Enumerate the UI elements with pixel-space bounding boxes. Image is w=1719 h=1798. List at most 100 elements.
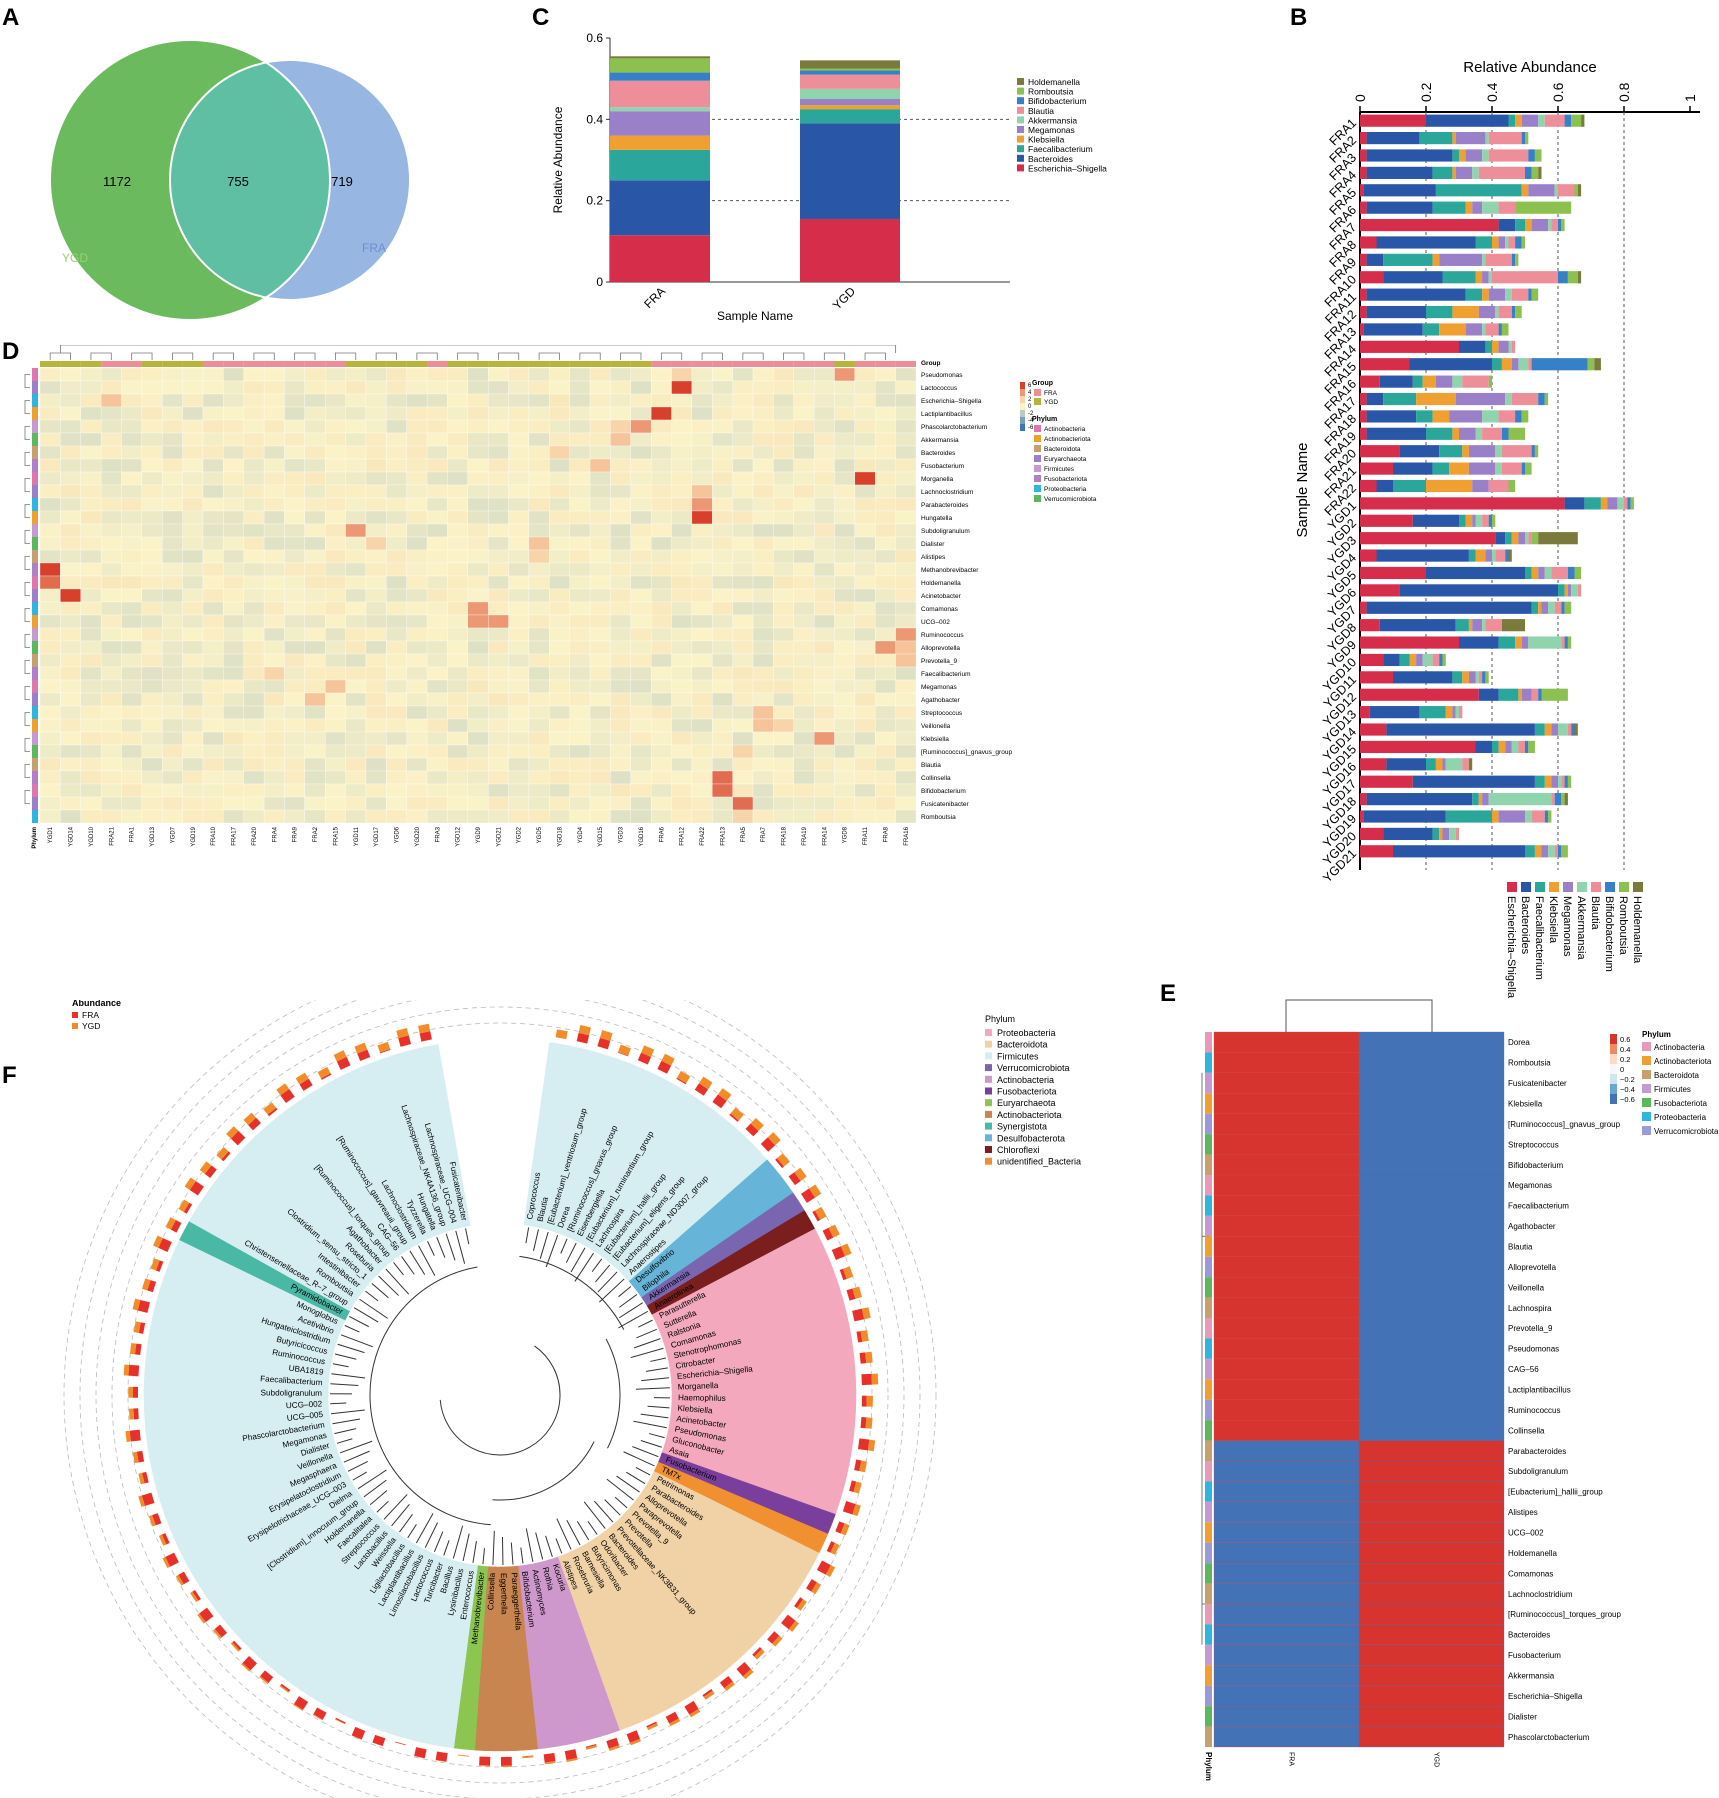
d-heat-cell <box>549 744 570 759</box>
d-heat-cell <box>671 718 693 733</box>
d-heat-cell <box>223 562 244 577</box>
d-heat-cell <box>508 380 530 395</box>
d-row-label: Veillonella <box>921 723 951 730</box>
f-abundance-bar-ygd <box>279 1685 290 1693</box>
d-heat-cell <box>488 445 509 460</box>
b-bar-segment <box>1521 462 1525 475</box>
c-bar-segment <box>610 58 710 73</box>
d-scale-swatch <box>1020 424 1025 431</box>
b-bar-segment <box>1432 253 1440 266</box>
d-heat-cell <box>732 497 754 512</box>
f-abundance-bar-fra <box>719 1675 733 1689</box>
d-heat-cell <box>202 731 224 746</box>
d-heat-cell <box>39 445 61 460</box>
d-heat-cell <box>304 588 326 603</box>
d-group-strip-cell <box>528 361 550 367</box>
d-heat-cell <box>732 718 754 733</box>
b-bar-segment <box>1505 740 1512 754</box>
b-bar-segment <box>1360 218 1499 232</box>
b-bar-segment <box>1498 340 1509 353</box>
f-branch <box>357 1469 387 1490</box>
d-heat-cell <box>752 666 774 681</box>
f-abundance-swatch <box>72 1012 78 1018</box>
d-heat-cell <box>406 367 428 382</box>
e-col-label: FRA <box>1288 1752 1295 1766</box>
d-heat-cell <box>39 627 61 642</box>
d-heat-cell <box>304 809 326 824</box>
d-legend-phylum-swatch <box>1034 485 1041 492</box>
d-heat-cell <box>610 406 631 421</box>
d-legend-group-swatch <box>1034 398 1041 405</box>
d-heat-cell <box>854 796 876 811</box>
d-heat-cell <box>834 510 856 525</box>
b-bar-segment <box>1538 392 1545 406</box>
d-heat-cell <box>345 445 367 460</box>
f-abundance-bar-fra <box>372 1734 386 1747</box>
d-heat-cell <box>100 536 122 551</box>
d-heat-cell <box>630 653 652 668</box>
d-heat-cell <box>304 731 326 746</box>
d-col-label: FRA7 <box>761 826 767 842</box>
b-bar-segment <box>1558 845 1562 858</box>
d-heat-cell <box>406 432 428 447</box>
d-phylum-strip-cell <box>32 706 38 719</box>
d-heat-cell <box>345 601 367 616</box>
b-legend-swatch <box>1563 882 1573 892</box>
f-leaf-label: Faecalibacterium <box>260 1374 323 1387</box>
d-heat-cell <box>651 549 672 564</box>
b-legend-label: Akkermansia <box>1575 896 1587 960</box>
circular-tree-f: CoprococcusBlautia[Eubacterium]_ventrios… <box>63 1000 1081 1798</box>
d-heat-cell <box>549 536 570 551</box>
b-bar-segment <box>1360 636 1459 649</box>
d-heat-cell <box>895 679 917 694</box>
b-bar-segment <box>1360 653 1384 667</box>
d-heat-cell <box>875 666 896 681</box>
b-bar-segment <box>1360 132 1367 145</box>
d-heat-cell <box>691 653 713 668</box>
d-heat-cell <box>141 770 163 785</box>
f-abundance-bar-fra <box>835 1521 845 1534</box>
d-heat-cell <box>182 796 204 811</box>
d-heat-cell <box>712 497 733 512</box>
f-branch <box>359 1298 388 1319</box>
b-bar-segment <box>1435 184 1522 197</box>
d-heat-cell <box>528 666 550 681</box>
d-heat-cell <box>732 692 754 707</box>
d-heat-cell <box>386 744 407 759</box>
e-phylum-strip-cell <box>1205 1644 1212 1666</box>
d-heat-cell <box>630 523 652 538</box>
d-heat-cell <box>834 484 856 499</box>
f-phylum-label: Firmicutes <box>997 1051 1039 1061</box>
d-heat-cell <box>732 666 754 681</box>
e-phylum-strip-cell <box>1205 1583 1212 1604</box>
d-heat-cell <box>182 380 204 395</box>
d-heat-cell <box>162 666 183 681</box>
f-branch <box>445 1233 456 1261</box>
b-bar-segment <box>1462 445 1469 458</box>
e-cell-fra <box>1213 1195 1360 1217</box>
d-heat-cell <box>671 614 693 629</box>
b-bar-segment <box>1538 688 1542 701</box>
d-heat-cell <box>447 640 468 655</box>
d-group-strip-cell <box>854 361 876 367</box>
d-heat-cell <box>406 744 428 759</box>
d-heat-cell <box>752 393 774 408</box>
e-row-label: Escherichia–Shigella <box>1508 1692 1583 1701</box>
d-heat-cell <box>304 419 326 434</box>
venn-count-overlap: 755 <box>227 174 249 189</box>
b-legend-label: Blautia <box>1589 896 1601 931</box>
f-dashed-ring-0 <box>127 1022 873 1768</box>
d-heat-cell <box>447 809 468 824</box>
b-bar-segment <box>1554 601 1562 614</box>
b-bar-segment <box>1360 166 1367 179</box>
f-branch <box>383 1494 408 1520</box>
d-ldend-link <box>24 738 30 752</box>
e-cell-fra <box>1213 1093 1360 1114</box>
f-abundance-bar-fra <box>665 1711 679 1724</box>
d-heat-cell <box>813 419 835 434</box>
c-legend-label: Romboutsia <box>1028 87 1074 97</box>
d-heat-cell <box>834 393 856 408</box>
e-cell-ygd <box>1358 1603 1505 1625</box>
b-legend-label: Escherichia–Shigella <box>1505 896 1517 999</box>
